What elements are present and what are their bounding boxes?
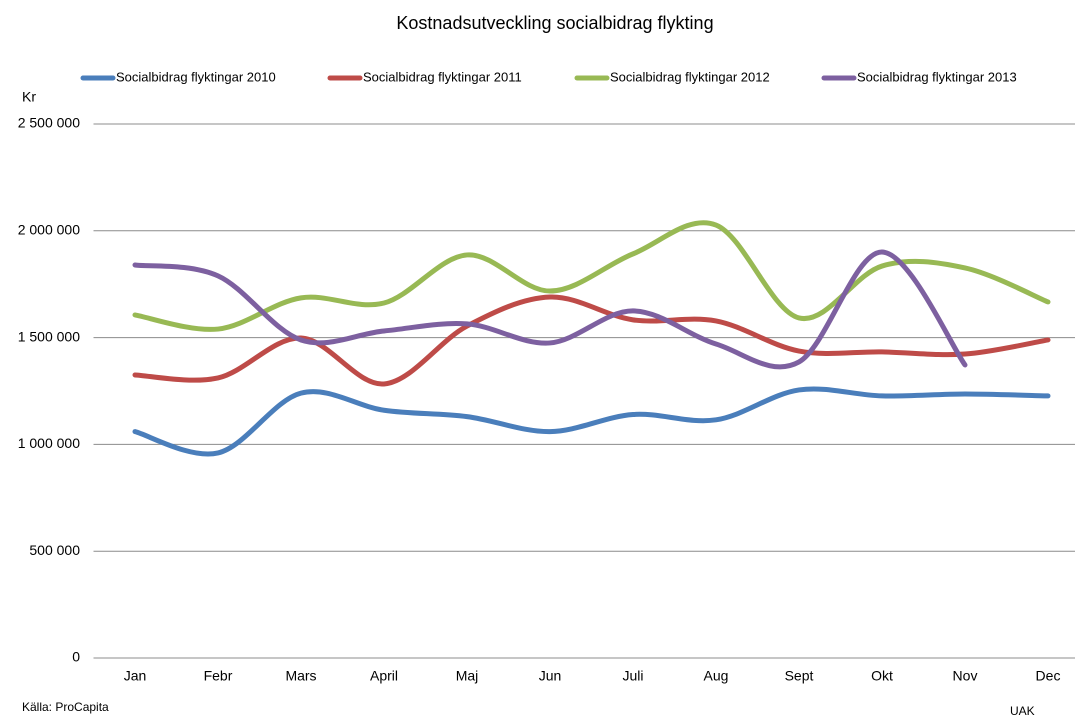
legend-label: Socialbidrag flyktingar 2012 <box>610 69 770 84</box>
x-tick-label: Juli <box>622 668 643 684</box>
series-line <box>132 294 1051 387</box>
x-tick-label: Mars <box>285 668 316 684</box>
series-line <box>132 386 1051 457</box>
x-tick-label: Sept <box>785 668 814 684</box>
y-tick-label: 1 000 000 <box>18 435 80 451</box>
y-tick-label: 1 500 000 <box>18 328 80 344</box>
x-tick-label: April <box>370 668 398 684</box>
x-tick-label: Febr <box>204 668 233 684</box>
y-tick-label: 500 000 <box>29 542 80 558</box>
x-tick-label: Maj <box>456 668 479 684</box>
series-line <box>132 220 1051 332</box>
x-tick-label: Aug <box>704 668 729 684</box>
legend-label: Socialbidrag flyktingar 2013 <box>857 69 1017 84</box>
legend-label: Socialbidrag flyktingar 2010 <box>116 69 276 84</box>
x-tick-label: Jan <box>124 668 147 684</box>
y-tick-label: 0 <box>72 649 80 665</box>
legend-label: Socialbidrag flyktingar 2011 <box>363 69 522 84</box>
source: Källa: ProCapita <box>22 700 109 714</box>
chart-title: Kostnadsutveckling socialbidrag flykting <box>396 13 713 33</box>
x-tick-label: Dec <box>1036 668 1061 684</box>
y-tick-label: 2 000 000 <box>18 222 80 238</box>
y-axis-label: Kr <box>22 89 36 105</box>
y-tick-label: 2 500 000 <box>18 115 80 131</box>
x-tick-label: Nov <box>953 668 978 684</box>
x-tick-label: Jun <box>539 668 562 684</box>
footer: UAK <box>1010 704 1035 716</box>
series-line <box>132 249 968 370</box>
x-tick-label: Okt <box>871 668 893 684</box>
